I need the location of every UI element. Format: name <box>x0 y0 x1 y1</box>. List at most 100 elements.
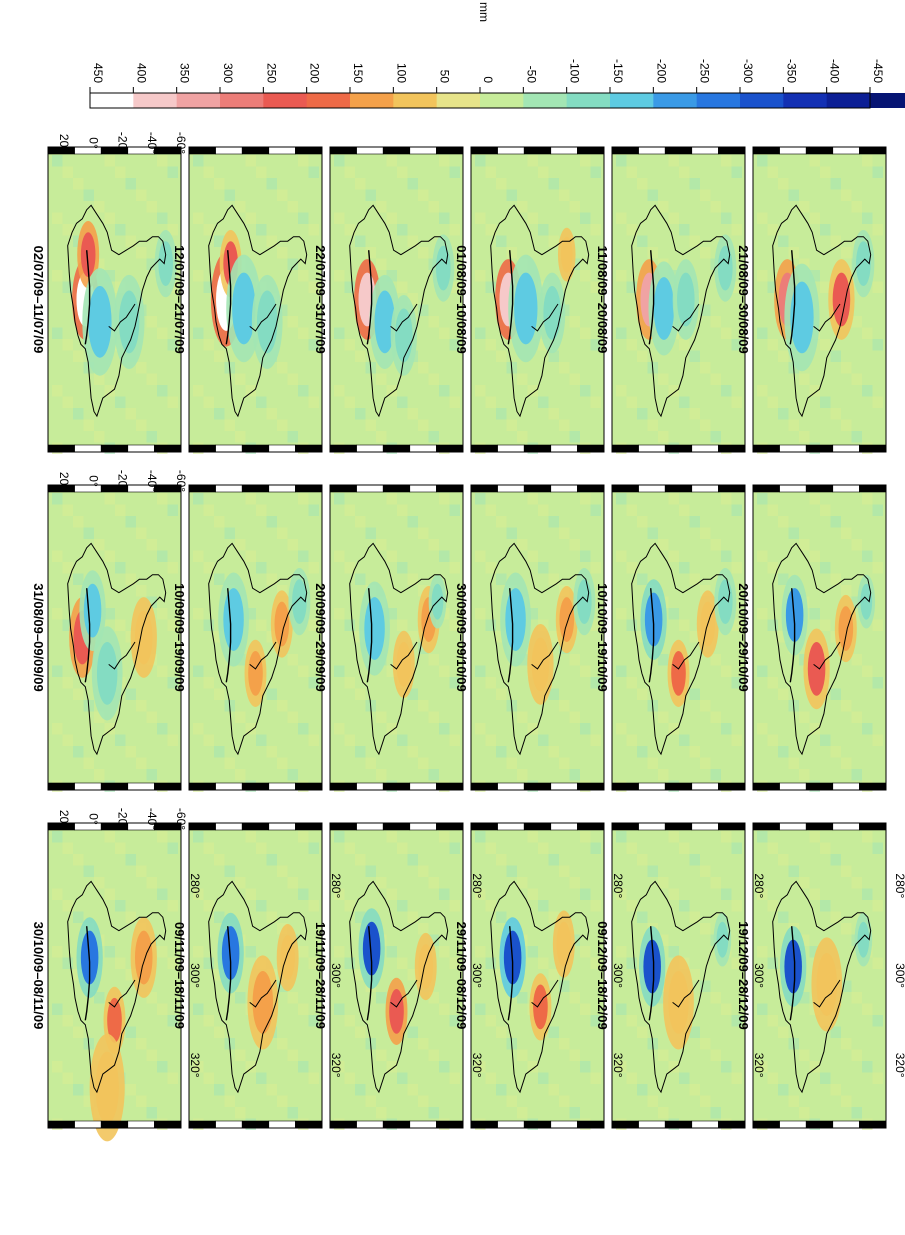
grid-cell <box>298 888 309 900</box>
grid-cell <box>52 831 63 843</box>
frame-bar <box>382 444 411 453</box>
grid-cell <box>851 596 862 608</box>
colorbar-unit-label: mm <box>477 2 491 22</box>
frame-bar <box>577 444 605 453</box>
grid-cell <box>157 946 168 958</box>
grid-cell <box>104 888 115 900</box>
grid-cell <box>214 854 225 866</box>
grid-cell <box>590 957 601 969</box>
grid-cell <box>485 1072 496 1084</box>
river <box>789 588 796 683</box>
grid-cell <box>872 957 883 969</box>
frame-bar <box>356 146 384 155</box>
grid-cell <box>830 235 841 247</box>
frame-bar <box>859 822 887 831</box>
panel-date-label: 10/09/09–19/09/09 <box>172 583 187 691</box>
panel-date-label: 01/08/09–10/08/09 <box>454 245 469 353</box>
grid-cell <box>418 923 429 935</box>
grid-cell <box>235 1107 246 1119</box>
grid-cell <box>256 900 267 912</box>
grid-cell <box>344 166 355 178</box>
grid-cell <box>538 504 549 516</box>
coastline <box>349 204 449 418</box>
grid-cell <box>548 854 559 866</box>
grid-cell <box>590 504 601 516</box>
grid-cell <box>73 178 84 190</box>
colorbar-tick-label: -300 <box>741 59 755 83</box>
longitude-tick-label: 320° <box>752 1053 766 1078</box>
grid-cell <box>767 339 778 351</box>
grid-cell <box>820 224 831 236</box>
colorbar-swatch <box>653 93 698 108</box>
grid-cell <box>626 504 637 516</box>
grid-cell <box>397 619 408 631</box>
grid-cell <box>115 562 126 574</box>
grid-cell <box>214 235 225 247</box>
map-panel: 21/08/09–30/08/09 <box>736 146 887 454</box>
grid-cell <box>820 339 831 351</box>
grid-cell <box>62 619 73 631</box>
grid-cell <box>700 585 711 597</box>
frame-bar <box>497 1120 525 1129</box>
frame-bar <box>497 484 525 493</box>
grid-cell <box>52 1061 63 1073</box>
anomaly-core <box>435 245 451 291</box>
grid-cell <box>757 155 768 167</box>
longitude-tick-label: 280° <box>611 873 625 898</box>
grid-cell <box>407 854 418 866</box>
grid-cell <box>62 396 73 408</box>
grid-cell <box>287 877 298 889</box>
grid-cell <box>731 281 742 293</box>
grid-cell <box>397 504 408 516</box>
grid-cell <box>407 1084 418 1096</box>
grid-cell <box>767 1072 778 1084</box>
grid-cell <box>277 419 288 431</box>
grid-cell <box>298 1003 309 1015</box>
grid-cell <box>851 373 862 385</box>
grid-cell <box>334 550 345 562</box>
grid-cell <box>355 911 366 923</box>
grid-cell <box>778 235 789 247</box>
grid-cell <box>214 573 225 585</box>
grid-cell <box>235 539 246 551</box>
grid-cell <box>157 493 168 505</box>
colorbar-swatch <box>783 93 828 108</box>
grid-cell <box>146 431 157 443</box>
coastline <box>208 204 308 418</box>
grid-cell <box>407 573 418 585</box>
grid-cell <box>475 946 486 958</box>
grid-cell <box>449 224 460 236</box>
grid-cell <box>485 900 496 912</box>
grid-cell <box>94 877 105 889</box>
colorbar-swatch <box>393 93 438 108</box>
grid-cell <box>559 980 570 992</box>
grid-cell <box>668 831 679 843</box>
panel-date-label: 30/09/09–09/10/09 <box>454 583 469 691</box>
grid-cell <box>334 1061 345 1073</box>
grid-cell <box>527 608 538 620</box>
panel-date-label: 19/11/09–28/11/09 <box>313 922 328 1029</box>
grid-cell <box>62 166 73 178</box>
grid-cell <box>418 304 429 316</box>
grid-cell <box>538 900 549 912</box>
frame-bar <box>329 782 357 791</box>
grid-cell <box>214 178 225 190</box>
map-panel: 20/10/09–29/10/09 <box>736 484 887 792</box>
grid-cell <box>658 539 669 551</box>
grid-cell <box>167 677 178 689</box>
grid-cell <box>475 1061 486 1073</box>
grid-cell <box>418 527 429 539</box>
grid-cell <box>830 746 841 758</box>
grid-cell <box>580 723 591 735</box>
colorbar-tick-label: 150 <box>351 63 365 83</box>
colorbar-tick-label: -150 <box>611 59 625 83</box>
anomaly-core <box>374 290 396 354</box>
grid-cell <box>862 493 873 505</box>
grid-cell <box>506 757 517 769</box>
grid-cell <box>689 1026 700 1038</box>
grid-cell <box>496 235 507 247</box>
grid-cell <box>376 1049 387 1061</box>
grid-cell <box>376 769 387 781</box>
grid-cell <box>418 362 429 374</box>
frame-bar <box>268 484 296 493</box>
